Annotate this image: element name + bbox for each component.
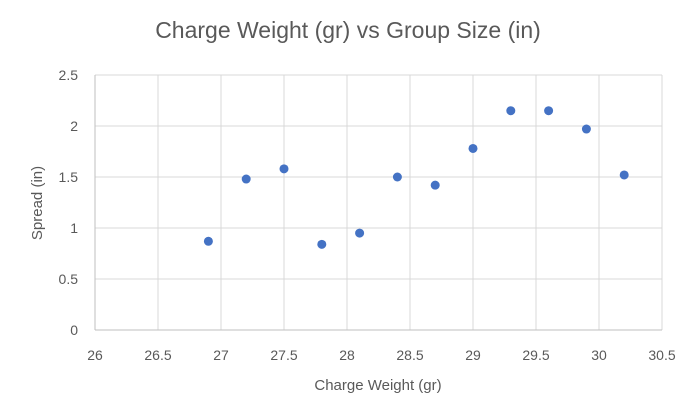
y-tick-label: 2.5 xyxy=(59,67,79,83)
data-point xyxy=(241,174,251,184)
x-tick-label: 28.5 xyxy=(396,347,423,363)
data-point xyxy=(279,164,289,174)
y-axis-title: Spread (in) xyxy=(29,166,46,240)
y-tick-label: 2 xyxy=(70,118,78,134)
x-tick-label: 28 xyxy=(339,347,355,363)
x-tick-label: 30.5 xyxy=(648,347,675,363)
x-tick-label: 26.5 xyxy=(144,347,171,363)
gridlines xyxy=(95,74,663,330)
data-point xyxy=(544,106,554,116)
data-point xyxy=(506,106,516,116)
data-point xyxy=(392,172,402,182)
x-tick-label: 27.5 xyxy=(270,347,297,363)
x-tick-label: 30 xyxy=(591,347,607,363)
data-points xyxy=(203,106,629,249)
y-tick-label: 0.5 xyxy=(59,271,79,287)
data-point xyxy=(430,180,440,190)
data-point xyxy=(355,228,365,238)
x-axis-title: Charge Weight (gr) xyxy=(314,377,441,394)
data-point xyxy=(317,239,327,249)
chart-title: Charge Weight (gr) vs Group Size (in) xyxy=(155,17,541,43)
y-tick-label: 1 xyxy=(70,220,78,236)
data-point xyxy=(203,236,213,246)
data-point xyxy=(619,170,629,180)
axes xyxy=(94,75,662,331)
x-tick-label: 29 xyxy=(465,347,481,363)
x-tick-label: 26 xyxy=(87,347,103,363)
y-tick-label: 0 xyxy=(70,322,78,338)
x-tick-label: 29.5 xyxy=(522,347,549,363)
x-tick-label: 27 xyxy=(213,347,229,363)
y-tick-label: 1.5 xyxy=(59,169,79,185)
tick-labels: 26 26.5 27 27.5 28 28.5 29 29.5 30 30.5 0 0.5 1 1.5 2 2… xyxy=(59,67,676,363)
data-point xyxy=(468,143,478,153)
data-point xyxy=(581,124,591,134)
